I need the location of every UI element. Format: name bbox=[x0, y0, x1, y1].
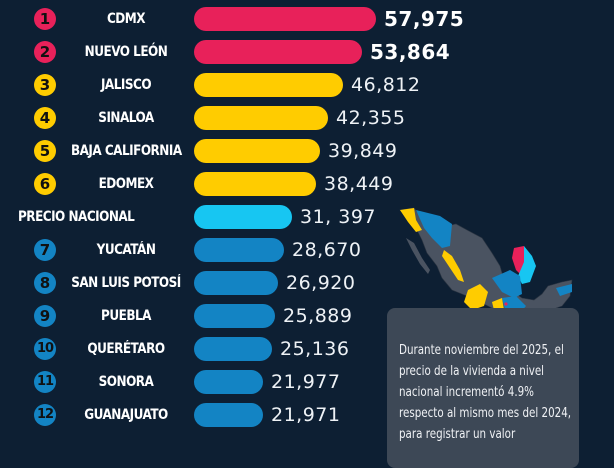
category-label: JALISCO bbox=[100, 77, 152, 93]
value-label: 53,864 bbox=[370, 40, 451, 64]
chart-row: 7 YUCATÁN 28,670 bbox=[0, 237, 614, 263]
bar bbox=[194, 271, 278, 295]
bar bbox=[194, 403, 263, 427]
category-label: BAJA CALIFORNIA bbox=[70, 143, 182, 159]
chart-row: 10 QUERÉTARO 25,136 bbox=[0, 336, 614, 362]
value-label: 46,812 bbox=[351, 74, 421, 96]
mexico-map bbox=[399, 207, 573, 313]
info-note-text: Durante noviembre del 2025, el precio de… bbox=[399, 342, 572, 442]
rank-badge: 2 bbox=[34, 41, 56, 63]
chart-row: 6 EDOMEX 38,449 bbox=[0, 171, 614, 197]
rank-badge: 12 bbox=[34, 404, 56, 426]
bar bbox=[194, 337, 272, 361]
category-label: PRECIO NACIONAL bbox=[18, 209, 135, 225]
category-label: NUEVO LEÓN bbox=[84, 44, 168, 60]
value-label: 21,971 bbox=[271, 404, 341, 426]
chart-row: 3 JALISCO 46,812 bbox=[0, 72, 614, 98]
value-label: 26,920 bbox=[286, 272, 356, 294]
category-label: PUEBLA bbox=[101, 308, 151, 324]
category-label: YUCATÁN bbox=[96, 242, 156, 258]
category-label: CDMX bbox=[106, 11, 146, 27]
value-label: 38,449 bbox=[324, 173, 394, 195]
chart-row: 4 SINALOA 42,355 bbox=[0, 105, 614, 131]
bar bbox=[194, 304, 275, 328]
value-label: 25,136 bbox=[280, 338, 350, 360]
category-label: QUERÉTARO bbox=[87, 341, 165, 357]
category-label: SINALOA bbox=[98, 110, 154, 126]
bar bbox=[194, 238, 284, 262]
bar bbox=[194, 106, 328, 130]
value-label: 28,670 bbox=[292, 239, 362, 261]
chart-row: 2 NUEVO LEÓN 53,864 bbox=[0, 39, 614, 65]
value-label: 31, 397 bbox=[300, 206, 377, 228]
rank-badge: 6 bbox=[34, 173, 56, 195]
category-label: GUANAJUATO bbox=[84, 407, 168, 423]
chart-row: 1 CDMX 57,975 bbox=[0, 6, 614, 32]
rank-badge: 5 bbox=[34, 140, 56, 162]
rank-badge: 1 bbox=[34, 8, 56, 30]
value-label: 25,889 bbox=[283, 305, 353, 327]
value-label: 39,849 bbox=[328, 140, 398, 162]
rank-badge: 10 bbox=[34, 338, 56, 360]
bar bbox=[194, 370, 263, 394]
chart-row: 5 BAJA CALIFORNIA 39,849 bbox=[0, 138, 614, 164]
bar bbox=[194, 139, 320, 163]
chart-row: PRECIO NACIONAL 31, 397 bbox=[0, 204, 614, 230]
chart-row: 11 SONORA 21,977 bbox=[0, 369, 614, 395]
value-label: 42,355 bbox=[336, 107, 406, 129]
rank-badge: 7 bbox=[34, 239, 56, 261]
chart-row: 8 SAN LUIS POTOSÍ 26,920 bbox=[0, 270, 614, 296]
bar bbox=[194, 7, 376, 31]
category-label: SAN LUIS POTOSÍ bbox=[71, 275, 181, 291]
rank-badge: 8 bbox=[34, 272, 56, 294]
bar bbox=[194, 205, 292, 229]
bar bbox=[194, 40, 362, 64]
rank-badge: 3 bbox=[34, 74, 56, 96]
bar bbox=[194, 73, 343, 97]
chart-row: 9 PUEBLA 25,889 bbox=[0, 303, 614, 329]
category-label: EDOMEX bbox=[98, 176, 154, 192]
rank-badge: 4 bbox=[34, 107, 56, 129]
rank-badge: 11 bbox=[34, 371, 56, 393]
bar bbox=[194, 172, 316, 196]
value-label: 21,977 bbox=[271, 371, 341, 393]
rank-badge: 9 bbox=[34, 305, 56, 327]
info-note-box: Durante noviembre del 2025, el precio de… bbox=[387, 308, 579, 468]
chart-row: 12 GUANAJUATO 21,971 bbox=[0, 402, 614, 428]
value-label: 57,975 bbox=[384, 7, 465, 31]
category-label: SONORA bbox=[98, 374, 154, 390]
